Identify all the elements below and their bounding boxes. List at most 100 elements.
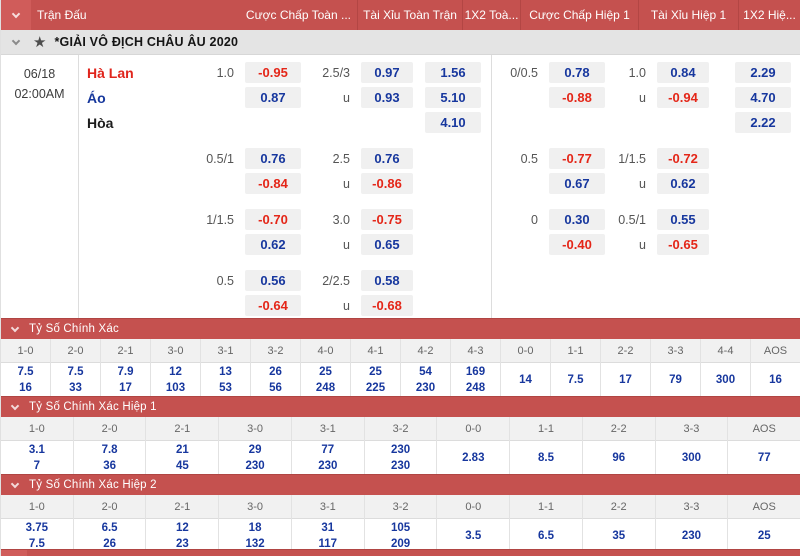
ft-handicap-odds-chip[interactable]: -0.70 [245, 209, 301, 230]
score-odds[interactable]: 16 [769, 373, 782, 386]
score-odds-away[interactable]: 230 [318, 459, 338, 472]
ft-overunder-odds-chip[interactable]: 0.76 [361, 148, 413, 169]
score-odds-away[interactable]: 7.5 [28, 537, 45, 550]
ft-handicap-odds-chip[interactable]: -0.64 [245, 295, 301, 316]
ft-handicap-odds-chip[interactable]: -0.95 [245, 62, 301, 83]
score-odds-home[interactable]: 21 [175, 443, 189, 456]
h1-handicap-odds-chip[interactable]: -0.77 [549, 148, 605, 169]
score-odds[interactable]: 79 [669, 373, 682, 386]
h1-handicap-odds-chip[interactable]: -0.88 [549, 87, 605, 108]
score-odds[interactable]: 96 [612, 451, 626, 464]
score-odds-away[interactable]: 230 [415, 381, 436, 394]
score-odds-home[interactable]: 29 [248, 443, 262, 456]
score-odds-home[interactable]: 105 [390, 521, 411, 534]
ft-overunder-odds-chip[interactable]: 0.65 [361, 234, 413, 255]
score-odds[interactable]: 300 [681, 451, 702, 464]
score-odds-away[interactable]: 26 [103, 537, 116, 550]
h1-overunder-odds-chip[interactable]: -0.94 [657, 87, 709, 108]
ft-1x2-odds-chip[interactable]: 4.10 [425, 112, 481, 133]
ft-1x2-odds-chip[interactable]: 1.56 [425, 62, 481, 83]
ft-handicap-odds-chip[interactable]: 0.62 [245, 234, 301, 255]
score-odds-home[interactable]: 12 [169, 365, 182, 378]
ft-overunder-odds-chip[interactable]: 0.93 [361, 87, 413, 108]
score-odds-home[interactable]: 3.75 [25, 521, 49, 534]
score-odds[interactable]: 35 [612, 529, 626, 542]
score-odds[interactable]: 77 [757, 451, 771, 464]
h1-handicap-odds-chip[interactable]: 0.78 [549, 62, 605, 83]
score-odds-away[interactable]: 33 [69, 381, 82, 394]
league-row[interactable]: ★ *GIẢI VÔ ĐỊCH CHÂU ÂU 2020 [1, 30, 800, 55]
score-odds-away[interactable]: 209 [390, 537, 411, 550]
ft-handicap-odds-chip[interactable]: -0.84 [245, 173, 301, 194]
ft-handicap-odds-chip[interactable]: 0.76 [245, 148, 301, 169]
ft-overunder-odds-chip[interactable]: -0.75 [361, 209, 413, 230]
score-odds[interactable]: 300 [715, 373, 736, 386]
score-odds-away[interactable]: 53 [219, 381, 232, 394]
score-odds[interactable]: 3.5 [465, 529, 482, 542]
h1-overunder-odds-chip[interactable]: 0.84 [657, 62, 709, 83]
section-collapse-chevron-icon[interactable] [1, 323, 29, 332]
h1-overunder-odds-chip[interactable]: -0.72 [657, 148, 709, 169]
score-odds-home[interactable]: 18 [248, 521, 262, 534]
score-odds-away[interactable]: 7 [33, 459, 41, 472]
score-odds[interactable]: 25 [757, 529, 771, 542]
score-odds-away[interactable]: 248 [465, 381, 486, 394]
ft-overunder-odds-chip[interactable]: -0.68 [361, 295, 413, 316]
score-odds-home[interactable]: 54 [419, 365, 432, 378]
score-odds-away[interactable]: 248 [315, 381, 336, 394]
score-odds-home[interactable]: 7.5 [17, 365, 34, 378]
score-odds-away[interactable]: 36 [103, 459, 116, 472]
score-odds[interactable]: 230 [681, 529, 702, 542]
score-odds-away[interactable]: 56 [269, 381, 282, 394]
score-odds[interactable]: 8.5 [538, 451, 554, 464]
score-odds-home[interactable]: 25 [319, 365, 332, 378]
h1-1x2-odds-chip[interactable]: 2.22 [735, 112, 791, 133]
ft-overunder-odds-chip[interactable]: 0.97 [361, 62, 413, 83]
section-collapse-chevron-icon[interactable] [1, 479, 29, 488]
h1-overunder-odds-chip[interactable]: -0.65 [657, 234, 709, 255]
ft-1x2-odds-chip[interactable]: 5.10 [425, 87, 481, 108]
score-odds-away[interactable]: 103 [165, 381, 186, 394]
ft-overunder-odds-chip[interactable]: 0.58 [361, 270, 413, 291]
score-odds-home[interactable]: 13 [219, 365, 232, 378]
score-odds-home[interactable]: 26 [269, 365, 282, 378]
score-odds-home[interactable]: 7.5 [67, 365, 84, 378]
score-odds-home[interactable]: 25 [369, 365, 382, 378]
score-odds[interactable]: 6.5 [538, 529, 554, 542]
h1-handicap-odds-chip[interactable]: -0.40 [549, 234, 605, 255]
score-odds-home[interactable]: 12 [175, 521, 189, 534]
score-odds-away[interactable]: 230 [245, 459, 265, 472]
score-section-header[interactable]: Tỷ Số Chính Xác [1, 318, 800, 339]
ft-handicap-odds-chip[interactable]: 0.87 [245, 87, 301, 108]
section-collapse-chevron-icon[interactable] [1, 401, 29, 410]
score-section-header[interactable]: Tỷ Số Chính Xác Hiệp 2 [1, 474, 800, 495]
score-odds[interactable]: 2.83 [462, 451, 485, 464]
score-odds-home[interactable]: 31 [321, 521, 335, 534]
h1-overunder-odds-chip[interactable]: 0.55 [657, 209, 709, 230]
favorite-star-icon[interactable]: ★ [33, 33, 47, 51]
score-odds-away[interactable]: 23 [175, 537, 189, 550]
score-odds-home[interactable]: 6.5 [101, 521, 118, 534]
score-odds-home[interactable]: 230 [390, 443, 411, 456]
h1-overunder-odds-chip[interactable]: 0.62 [657, 173, 709, 194]
score-odds-home[interactable]: 7.9 [117, 365, 134, 378]
score-odds-away[interactable]: 230 [390, 459, 411, 472]
score-odds[interactable]: 7.5 [567, 373, 584, 386]
score-odds-away[interactable]: 17 [119, 381, 132, 394]
h1-1x2-odds-chip[interactable]: 4.70 [735, 87, 791, 108]
score-odds-away[interactable]: 117 [318, 537, 338, 550]
score-odds[interactable]: 17 [619, 373, 632, 386]
score-odds-away[interactable]: 16 [19, 381, 32, 394]
score-odds[interactable]: 14 [519, 373, 532, 386]
score-odds-away[interactable]: 225 [365, 381, 386, 394]
score-section-header[interactable]: Tỷ Số Chính Xác Hiệp 1 [1, 396, 800, 417]
score-odds-away[interactable]: 45 [175, 459, 189, 472]
score-odds-home[interactable]: 3.1 [28, 443, 45, 456]
score-odds-home[interactable]: 77 [321, 443, 335, 456]
score-odds-home[interactable]: 7.8 [101, 443, 118, 456]
h1-handicap-odds-chip[interactable]: 0.30 [549, 209, 605, 230]
ft-handicap-odds-chip[interactable]: 0.56 [245, 270, 301, 291]
h1-handicap-odds-chip[interactable]: 0.67 [549, 173, 605, 194]
h1-1x2-odds-chip[interactable]: 2.29 [735, 62, 791, 83]
collapse-all-chevron-icon[interactable] [1, 0, 31, 30]
